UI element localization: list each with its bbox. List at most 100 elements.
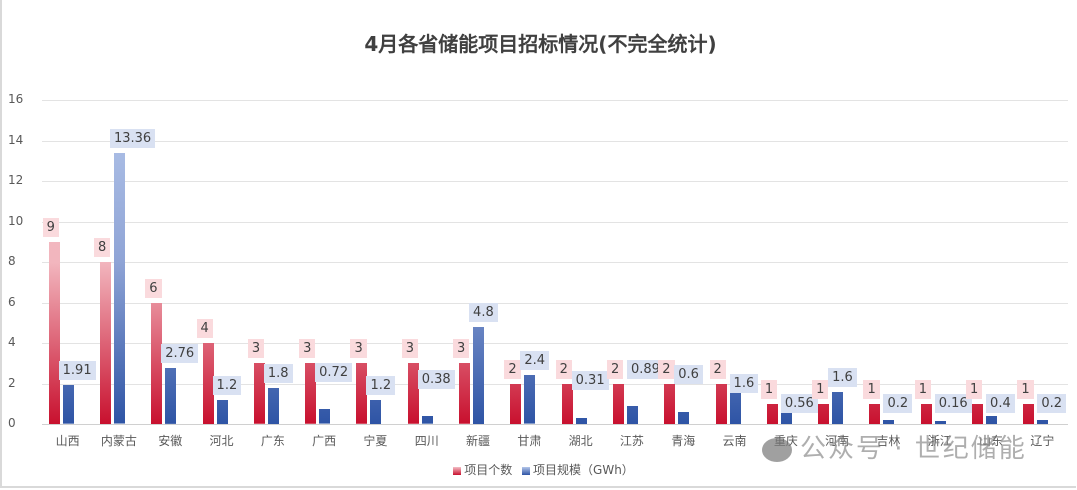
y-tick-label: 6 bbox=[8, 294, 16, 309]
bar-project-gwh bbox=[729, 391, 741, 424]
bar-project-gwh bbox=[216, 399, 228, 424]
bar-project-gwh bbox=[421, 416, 433, 424]
data-label-gwh: 0.2 bbox=[1037, 393, 1067, 413]
data-label-gwh: 0.89 bbox=[626, 359, 664, 379]
bar-project-gwh bbox=[370, 399, 382, 424]
x-tick-label: 山东 bbox=[979, 434, 1004, 448]
bar-project-gwh bbox=[524, 375, 536, 424]
data-label-count: 2 bbox=[555, 359, 572, 379]
data-label-count: 1 bbox=[760, 379, 778, 399]
legend-swatch-count bbox=[453, 466, 462, 475]
bar-project-count bbox=[561, 383, 573, 424]
bar-project-gwh bbox=[1037, 419, 1049, 424]
data-label-count: 3 bbox=[247, 339, 265, 359]
legend-label-gwh: 项目规模（GWh） bbox=[533, 463, 634, 477]
x-tick-label: 河南 bbox=[825, 434, 850, 448]
data-label-gwh: 0.56 bbox=[780, 393, 818, 413]
bar-project-count bbox=[356, 363, 368, 424]
bar-project-gwh bbox=[986, 415, 998, 424]
data-label-gwh: 1.2 bbox=[366, 375, 396, 395]
data-label-count: 2 bbox=[709, 359, 726, 379]
gridline bbox=[42, 100, 1068, 101]
data-label-gwh: 1.2 bbox=[212, 375, 242, 395]
data-label-count: 2 bbox=[606, 359, 624, 379]
watermark: 公众号 · 世纪储能 bbox=[762, 428, 1027, 465]
data-label-gwh: 4.8 bbox=[469, 302, 498, 322]
data-label-gwh: 1.6 bbox=[729, 373, 759, 393]
data-label-gwh: 1.6 bbox=[828, 367, 857, 387]
bar-project-gwh bbox=[883, 419, 895, 424]
bar-project-count bbox=[253, 363, 265, 424]
bar-project-gwh bbox=[165, 368, 177, 424]
bar-project-count bbox=[48, 241, 60, 424]
gridline bbox=[42, 302, 1068, 304]
legend-swatch-gwh bbox=[522, 466, 531, 475]
data-label-gwh: 0.31 bbox=[571, 371, 609, 391]
data-label-count: 2 bbox=[504, 359, 521, 379]
data-label-gwh: 0.16 bbox=[934, 393, 972, 413]
x-tick-label: 江苏 bbox=[619, 434, 644, 448]
bar-project-count bbox=[920, 403, 932, 424]
data-label-count: 3 bbox=[299, 339, 316, 359]
gridline bbox=[42, 343, 1068, 344]
data-label-count: 1 bbox=[914, 379, 932, 399]
bar-project-count bbox=[202, 343, 214, 424]
x-tick-label: 广西 bbox=[312, 434, 337, 448]
data-label-gwh: 0.6 bbox=[674, 365, 703, 385]
data-label-gwh: 0.38 bbox=[417, 369, 455, 389]
bar-project-gwh bbox=[626, 405, 638, 424]
data-label-count: 2 bbox=[658, 359, 675, 379]
bar-project-gwh bbox=[832, 391, 844, 424]
x-tick-label: 甘肃 bbox=[517, 434, 542, 448]
wechat-icon bbox=[762, 437, 792, 462]
x-tick-label: 广东 bbox=[260, 434, 285, 448]
y-tick-label: 4 bbox=[8, 335, 16, 349]
legend-label-count: 项目个数 bbox=[464, 463, 513, 477]
data-label-count: 3 bbox=[350, 339, 367, 359]
data-label-count: 1 bbox=[1017, 379, 1034, 399]
bar-project-gwh bbox=[113, 153, 125, 424]
data-label-gwh: 0.2 bbox=[883, 393, 913, 413]
gridline bbox=[42, 383, 1068, 385]
bar-project-count bbox=[612, 383, 624, 424]
data-label-gwh: 0.4 bbox=[986, 393, 1015, 413]
gridline bbox=[42, 140, 1068, 142]
x-tick-label: 湖北 bbox=[568, 434, 593, 448]
x-tick-label: 新疆 bbox=[466, 434, 491, 448]
y-tick-label: 0 bbox=[8, 416, 16, 430]
x-tick-label: 青海 bbox=[671, 434, 696, 448]
data-label-count: 1 bbox=[863, 379, 880, 399]
data-label-count: 8 bbox=[93, 238, 111, 257]
chart-title: 4月各省储能项目招标情况(不完全统计) bbox=[364, 32, 717, 56]
x-tick-label: 山西 bbox=[55, 434, 80, 448]
bar-project-count bbox=[459, 363, 471, 424]
data-label-count: 3 bbox=[453, 339, 470, 359]
x-tick-label: 云南 bbox=[722, 434, 747, 448]
bar-project-gwh bbox=[62, 385, 74, 424]
data-label-gwh: 2.4 bbox=[520, 351, 550, 371]
bar-project-gwh bbox=[780, 412, 792, 424]
x-tick-label: 浙江 bbox=[927, 434, 952, 448]
y-tick-label: 12 bbox=[8, 173, 24, 187]
bar-project-count bbox=[1023, 403, 1035, 424]
bar-project-count bbox=[766, 403, 778, 424]
x-tick-label: 内蒙古 bbox=[100, 434, 137, 448]
bar-project-count bbox=[664, 383, 676, 424]
data-label-count: 6 bbox=[145, 278, 162, 298]
gridline bbox=[42, 424, 1068, 425]
x-tick-label: 辽宁 bbox=[1030, 434, 1055, 448]
data-label-count: 4 bbox=[196, 319, 213, 338]
legend: 项目个数 项目规模（GWh） bbox=[2, 461, 1077, 478]
bar-project-count bbox=[407, 363, 419, 424]
x-tick-label: 四川 bbox=[414, 434, 439, 448]
gridline bbox=[42, 181, 1068, 182]
plot-area: 0 2 4 6 8 10 12 14 16 9 1.91 8 13.36 6 2.76 4 1.2 3 1.8 3 0.… bbox=[8, 92, 1068, 430]
gridline bbox=[42, 221, 1068, 223]
x-tick-label: 安徽 bbox=[158, 434, 183, 448]
data-label-gwh: 1.91 bbox=[58, 361, 96, 381]
bar-project-count bbox=[151, 302, 163, 424]
bar-project-count bbox=[99, 262, 111, 424]
y-tick-label: 10 bbox=[8, 213, 24, 228]
y-tick-label: 14 bbox=[8, 132, 24, 147]
